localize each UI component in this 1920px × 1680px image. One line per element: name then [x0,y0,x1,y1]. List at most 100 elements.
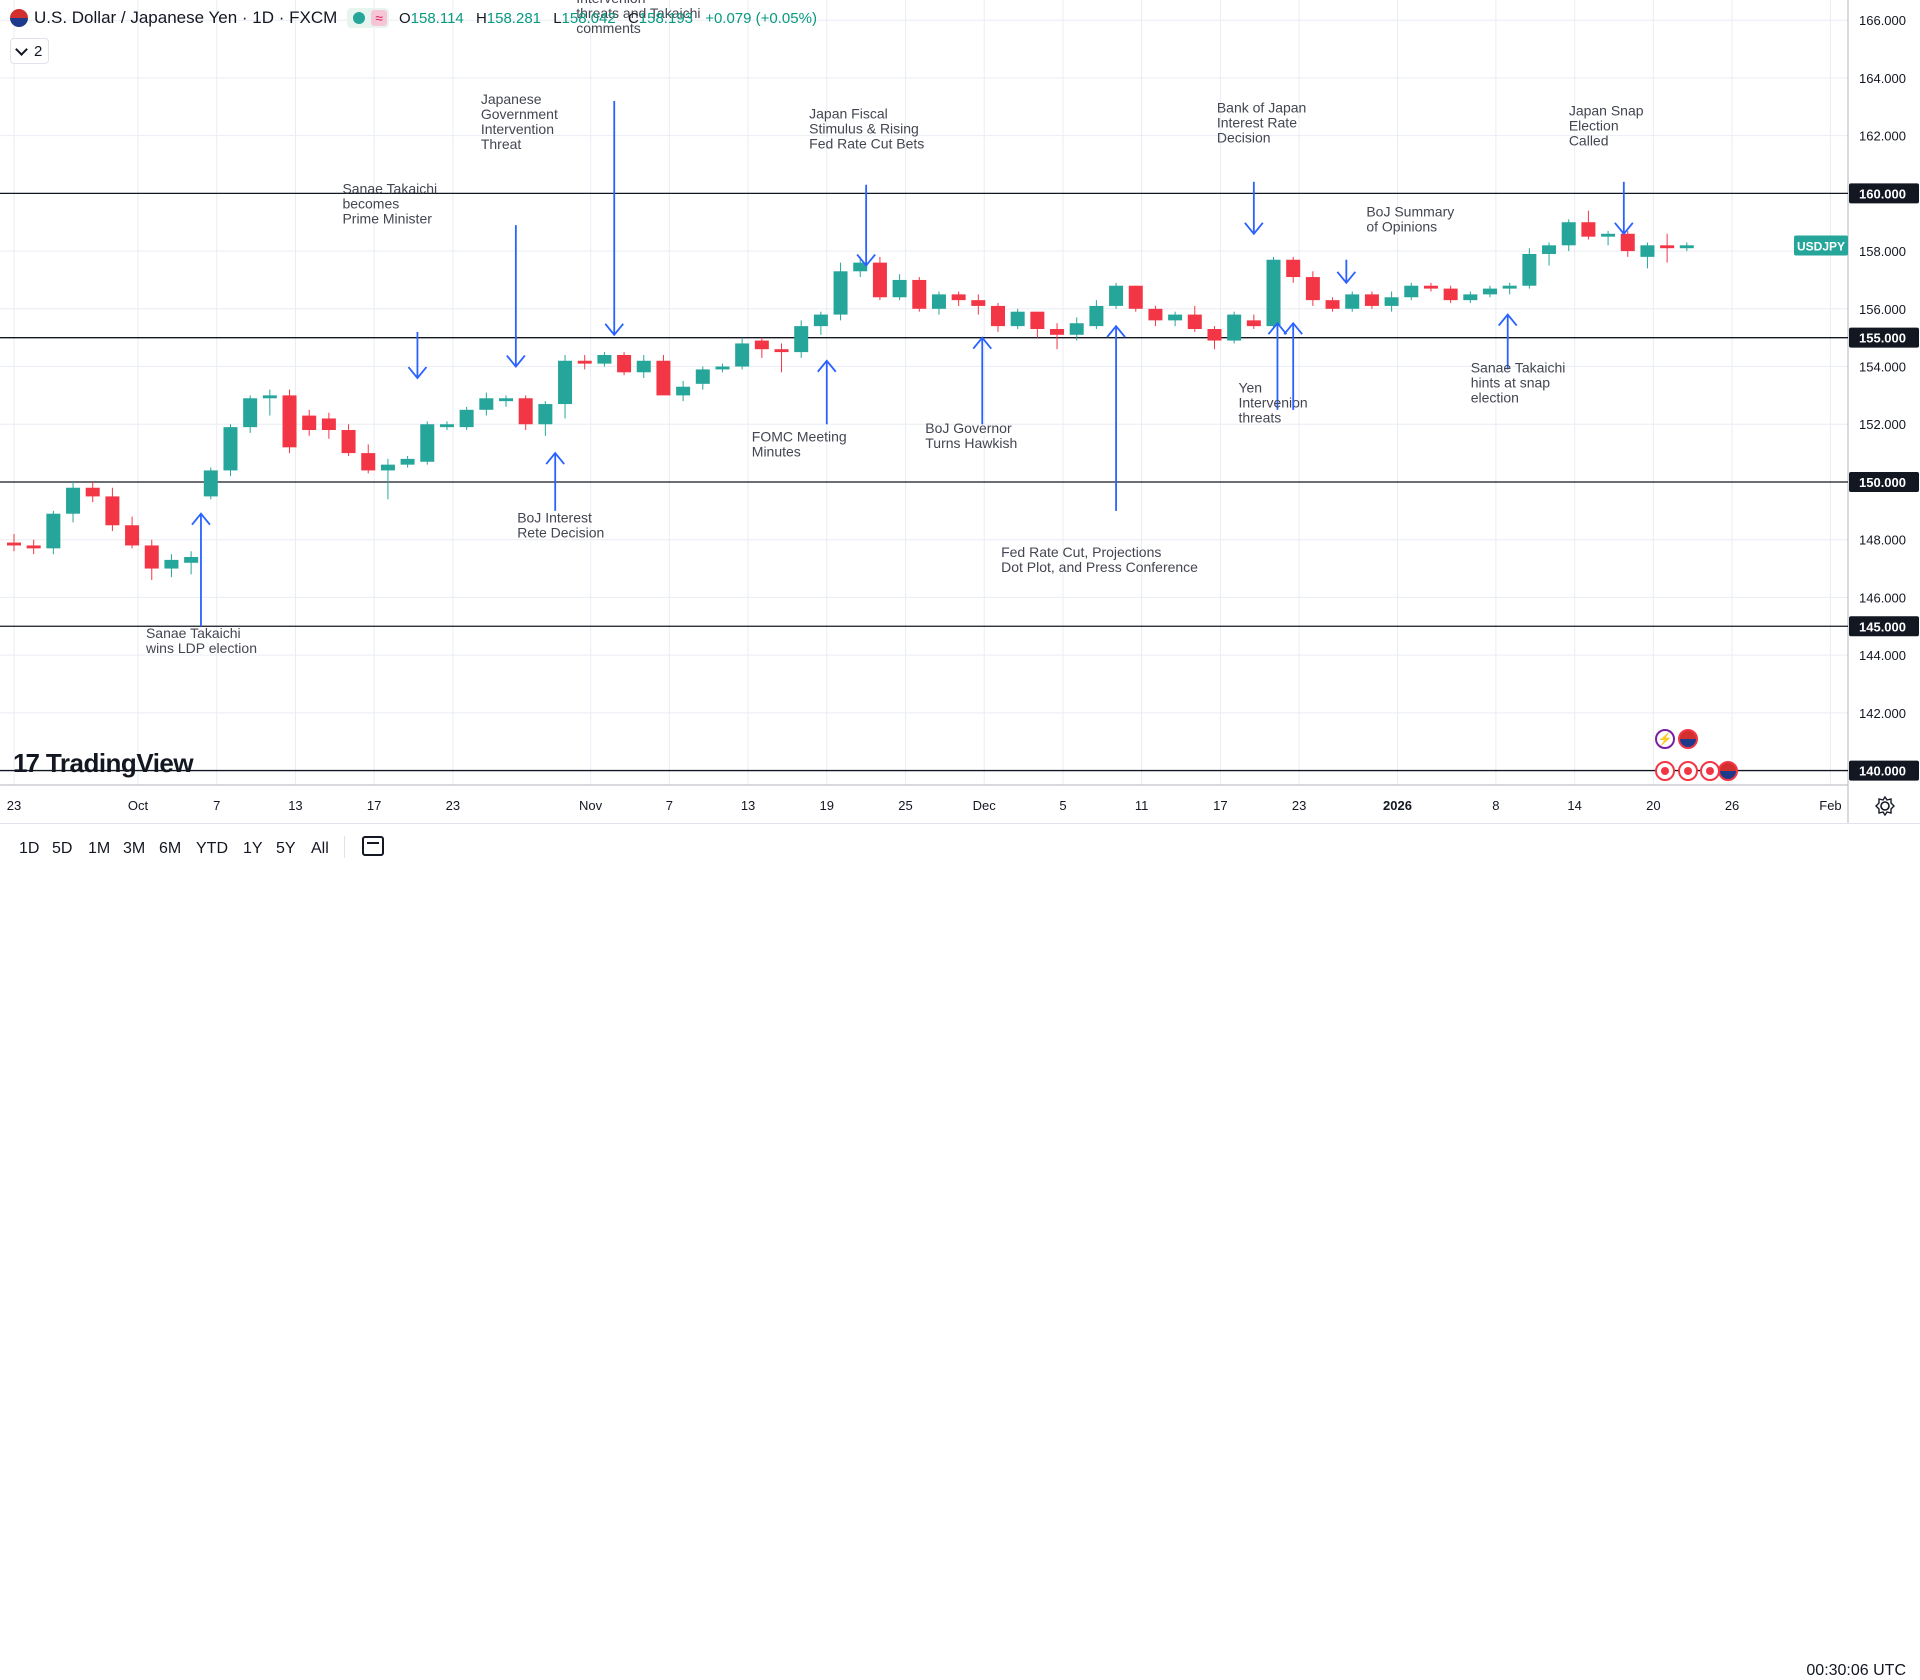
level-badge [1849,471,1919,492]
open-key: O [398,9,411,27]
candle [1128,285,1143,309]
candle [538,404,553,425]
annotation-label: Fed Rate Cut, Projections Dot Plot, and P… [1001,544,1198,575]
close-value: 158.193 [638,9,694,27]
candle [1542,245,1557,254]
event-dot-icon[interactable] [1700,761,1720,781]
event-dot-icon[interactable] [1678,761,1698,781]
indicators-toggle[interactable]: 2 [10,38,50,64]
annotation-line: Japan Fiscal [809,105,888,121]
tradingview-logo[interactable]: 17 TradingView [13,748,194,779]
high-value: 158.281 [486,9,542,27]
annotation-label: BoJ Summary of Opinions [1366,203,1454,234]
symbol-title[interactable]: U.S. Dollar / Japanese Yen · 1D · FXCM [34,8,338,27]
annotation-line: threats [1238,410,1281,426]
annotation-line: Dot Plot, and Press Conference [1001,559,1198,575]
candle [1227,314,1242,341]
settings-gear-icon[interactable] [1874,795,1896,817]
timeframe-6m[interactable]: 6M [159,840,182,857]
annotation-line: Yen [1238,380,1262,396]
event-flag-icon[interactable] [1718,761,1738,781]
us-jp-flag-icon [10,9,28,27]
price-tick-label: 164.000 [1859,71,1906,86]
time-tick-label: 19 [820,798,834,813]
candle [341,430,356,454]
candle [243,398,258,428]
candle [754,340,769,350]
candle [853,262,868,272]
calendar-range-icon[interactable] [362,836,384,856]
timeframe-1y[interactable]: 1Y [243,840,263,857]
level-badge-label: 155.000 [1859,331,1906,346]
timeframe-1m[interactable]: 1M [88,840,111,857]
candle [85,487,100,497]
annotation-line: Interest Rate [1217,115,1297,131]
low-value: 158.042 [561,9,616,27]
timeframe-all[interactable]: All [311,840,329,857]
candle [1581,222,1596,237]
price-tick-label: 166.000 [1859,13,1906,28]
candle [833,271,848,315]
annotation-label: Japan Fiscal Stimulus & Rising Fed Rate Cu… [809,105,924,151]
price-tick-label: 162.000 [1859,129,1906,144]
annotation-line: Prime Minister [342,210,432,226]
annotation-arrowhead [972,336,992,350]
candle [1640,245,1655,257]
timeframe-5d[interactable]: 5D [52,840,73,857]
candle [1384,297,1399,306]
candle [420,424,435,462]
time-tick-label: 13 [741,798,755,813]
annotation-line: of Opinions [1366,218,1437,234]
candle [1364,294,1379,306]
candle [400,458,415,465]
time-tick-label: 13 [288,798,302,813]
price-tick-label: 154.000 [1859,360,1906,375]
price-axis[interactable]: 166.000 164.000 162.000 158.000 156.000 154.0… [1794,13,1919,781]
time-tick-label: 5 [1059,798,1066,813]
candle [1463,294,1478,301]
candle [105,496,120,526]
open-value: 158.114 [410,9,464,27]
candle [1109,285,1124,306]
time-tick-label: Dec [973,798,997,813]
utc-clock[interactable]: 00:30:06 UTC [1806,1662,1906,1679]
chevron-down-icon [15,42,28,56]
candle [1345,294,1360,309]
candle [774,349,789,353]
candle [125,525,140,546]
annotation-line: FOMC Meeting [752,429,847,445]
event-bolt-icon[interactable]: ⚡ [1655,729,1675,749]
timeframe-1d[interactable]: 1D [19,840,40,857]
annotation-arrowhead [1267,321,1288,335]
timeframe-5y[interactable]: 5Y [276,840,296,857]
event-dot-icon[interactable] [1655,761,1675,781]
candle [26,545,41,549]
annotation-line: Called [1569,132,1609,148]
annotation-line: BoJ Summary [1366,203,1454,219]
time-tick-label: 17 [1213,798,1227,813]
annotation-line: comments [576,20,641,36]
time-axis[interactable]: 23 Oct 7 13 17 23 Nov 7 13 19 25 Dec 5 11 17 23 2026 8 14 2… [7,798,1842,813]
candle [184,557,199,563]
candle [203,470,218,497]
candle [282,395,297,448]
annotation-label: Yen Intervenion threats [1238,380,1307,426]
annotation-line: Minutes [752,444,801,460]
market-status-pill[interactable]: ≈ [347,8,389,28]
candle [1325,300,1340,309]
logo-text: TradingView [45,748,194,778]
candle [813,314,828,327]
price-tick-label: 142.000 [1859,706,1906,721]
annotation-label: Sanae Takaichi becomes Prime Minister [342,180,437,226]
candle [558,360,573,405]
timeframe-3m[interactable]: 3M [123,840,146,857]
time-tick-label: 7 [666,798,673,813]
candle [302,415,317,431]
timeframe-ytd[interactable]: YTD [196,840,228,857]
annotation-line: Fed Rate Cut, Projections [1001,544,1161,560]
event-flag-icon[interactable] [1678,729,1698,749]
candle [597,354,612,364]
price-tick-label: 144.000 [1859,648,1906,663]
candle [479,398,494,410]
